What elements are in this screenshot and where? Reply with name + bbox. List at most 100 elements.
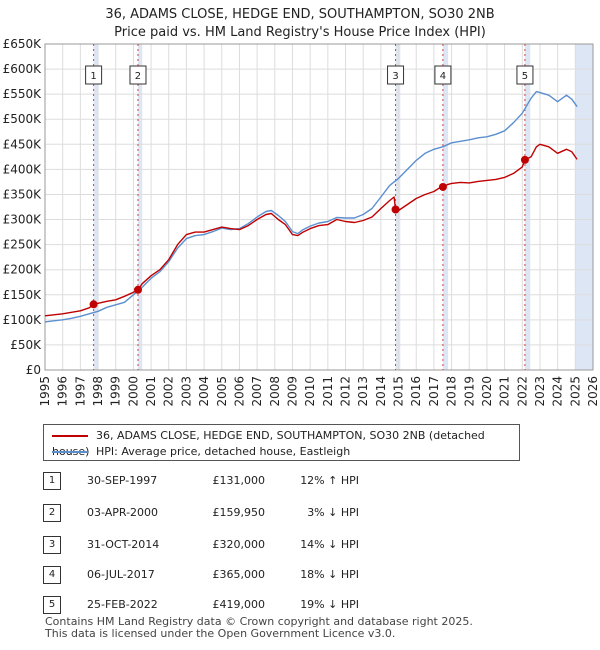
x-tick-label: 2011 xyxy=(321,376,335,407)
x-tick-label: 1995 xyxy=(38,376,52,407)
sale-hpi-diff: 3% ↓ HPI xyxy=(307,506,359,519)
sale-marker-label: 2 xyxy=(135,71,141,82)
price-chart: £0 £50K £100K £150K £200K £250K £300K £350K £400… xyxy=(3,37,600,407)
sale-number-badge: 4 xyxy=(43,566,61,584)
x-tick-label: 2021 xyxy=(498,376,512,407)
shaded-band xyxy=(442,44,449,370)
legend-item-hpi: HPI: Average price, detached house, East… xyxy=(52,444,350,460)
sale-point xyxy=(133,285,142,294)
sale-row: 4 06-JUL-2017 £365,000 18% ↓ HPI xyxy=(43,566,583,584)
sale-price: £419,000 xyxy=(212,598,266,611)
y-tick-label: £350K xyxy=(3,187,43,201)
x-tick-label: 2016 xyxy=(409,376,423,407)
x-tick-label: 2007 xyxy=(250,376,264,407)
sale-point xyxy=(89,300,98,309)
x-tick-label: 2004 xyxy=(197,376,211,407)
title-line-2: Price paid vs. HM Land Registry's House … xyxy=(114,25,486,40)
chart-title: 36, ADAMS CLOSE, HEDGE END, SOUTHAMPTON,… xyxy=(0,6,600,42)
sale-marker-label: 5 xyxy=(522,71,528,82)
sale-date: 30-SEP-1997 xyxy=(87,474,158,487)
x-tick-label: 2013 xyxy=(356,376,370,407)
x-tick-label: 2023 xyxy=(533,376,547,407)
x-tick-label: 1999 xyxy=(109,376,123,407)
sale-row: 3 31-OCT-2014 £320,000 14% ↓ HPI xyxy=(43,536,583,554)
x-tick-label: 2022 xyxy=(515,376,529,407)
sale-point xyxy=(391,205,400,214)
x-tick-label: 2012 xyxy=(339,376,353,407)
x-tick-label: 1996 xyxy=(56,376,70,407)
sale-hpi-diff: 18% ↓ HPI xyxy=(300,568,359,581)
sale-date: 06-JUL-2017 xyxy=(87,568,155,581)
sale-number-badge: 1 xyxy=(43,472,61,490)
x-tick-label: 2014 xyxy=(374,376,388,407)
y-tick-label: £250K xyxy=(3,238,43,252)
y-tick-label: £50K xyxy=(10,338,42,352)
footer-line-2: This data is licensed under the Open Gov… xyxy=(45,627,396,640)
x-tick-label: 2005 xyxy=(215,376,229,407)
y-tick-label: £300K xyxy=(3,213,43,227)
sale-date: 31-OCT-2014 xyxy=(87,538,160,551)
x-tick-label: 2001 xyxy=(144,376,158,407)
sale-price: £365,000 xyxy=(212,568,266,581)
x-tick-label: 1997 xyxy=(73,376,87,407)
sale-marker-box xyxy=(434,65,452,85)
sale-marker-box xyxy=(387,65,405,85)
shaded-band xyxy=(524,44,531,370)
x-tick-label: 2019 xyxy=(462,376,476,407)
x-tick-label: 2025 xyxy=(568,376,582,407)
legend-item-property: 36, ADAMS CLOSE, HEDGE END, SOUTHAMPTON,… xyxy=(52,428,519,458)
shaded-band xyxy=(137,44,143,370)
y-tick-label: £450K xyxy=(3,137,43,151)
y-tick-label: £0 xyxy=(26,363,41,377)
x-tick-label: 2003 xyxy=(179,376,193,407)
footer-attribution: Contains HM Land Registry data © Crown c… xyxy=(45,616,473,640)
sale-date: 25-FEB-2022 xyxy=(87,598,158,611)
sale-price: £320,000 xyxy=(212,538,266,551)
y-tick-label: £150K xyxy=(3,288,43,302)
sale-price: £131,000 xyxy=(212,474,266,487)
sale-number-badge: 5 xyxy=(43,596,61,614)
x-tick-label: 2002 xyxy=(162,376,176,407)
chart-legend: 36, ADAMS CLOSE, HEDGE END, SOUTHAMPTON,… xyxy=(43,424,520,461)
x-tick-label: 2010 xyxy=(303,376,317,407)
sale-hpi-diff: 14% ↓ HPI xyxy=(300,538,359,551)
legend-label-hpi: HPI: Average price, detached house, East… xyxy=(96,445,351,458)
sale-marker-box xyxy=(85,65,103,85)
y-tick-label: £500K xyxy=(3,112,43,126)
sale-number-badge: 3 xyxy=(43,536,61,554)
sale-price: £159,950 xyxy=(212,506,266,519)
y-tick-label: £550K xyxy=(3,87,43,101)
footer-line-1: Contains HM Land Registry data © Crown c… xyxy=(45,615,473,628)
plot-area xyxy=(45,44,593,370)
sale-row: 5 25-FEB-2022 £419,000 19% ↓ HPI xyxy=(43,596,583,614)
y-tick-label: £600K xyxy=(3,62,43,76)
sale-marker-label: 1 xyxy=(90,71,96,82)
sale-point xyxy=(438,182,447,191)
y-tick-label: £400K xyxy=(3,162,43,176)
legend-swatch-hpi xyxy=(52,451,88,453)
shaded-band xyxy=(575,44,593,370)
sale-row: 1 30-SEP-1997 £131,000 12% ↑ HPI xyxy=(43,472,583,490)
x-tick-label: 2017 xyxy=(427,376,441,407)
y-tick-label: £200K xyxy=(3,263,43,277)
x-tick-label: 2020 xyxy=(480,376,494,407)
sale-marker-box xyxy=(129,65,147,85)
x-tick-label: 2018 xyxy=(445,376,459,407)
title-line-1: 36, ADAMS CLOSE, HEDGE END, SOUTHAMPTON,… xyxy=(105,7,495,22)
shaded-band xyxy=(93,44,99,370)
sale-marker-label: 4 xyxy=(440,71,446,82)
y-tick-label: £100K xyxy=(3,313,43,327)
y-tick-label: £650K xyxy=(3,37,43,51)
sale-date: 03-APR-2000 xyxy=(87,506,159,519)
x-tick-label: 1998 xyxy=(91,376,105,407)
x-tick-label: 2008 xyxy=(268,376,282,407)
sale-number-badge: 2 xyxy=(43,504,61,522)
sale-hpi-diff: 12% ↑ HPI xyxy=(300,474,359,487)
x-tick-label: 2006 xyxy=(232,376,246,407)
x-tick-label: 2026 xyxy=(586,376,600,407)
x-tick-label: 2015 xyxy=(392,376,406,407)
sale-marker-box xyxy=(516,65,534,85)
legend-swatch-property xyxy=(52,435,88,437)
sale-row: 2 03-APR-2000 £159,950 3% ↓ HPI xyxy=(43,504,583,522)
plot-border xyxy=(44,43,594,371)
